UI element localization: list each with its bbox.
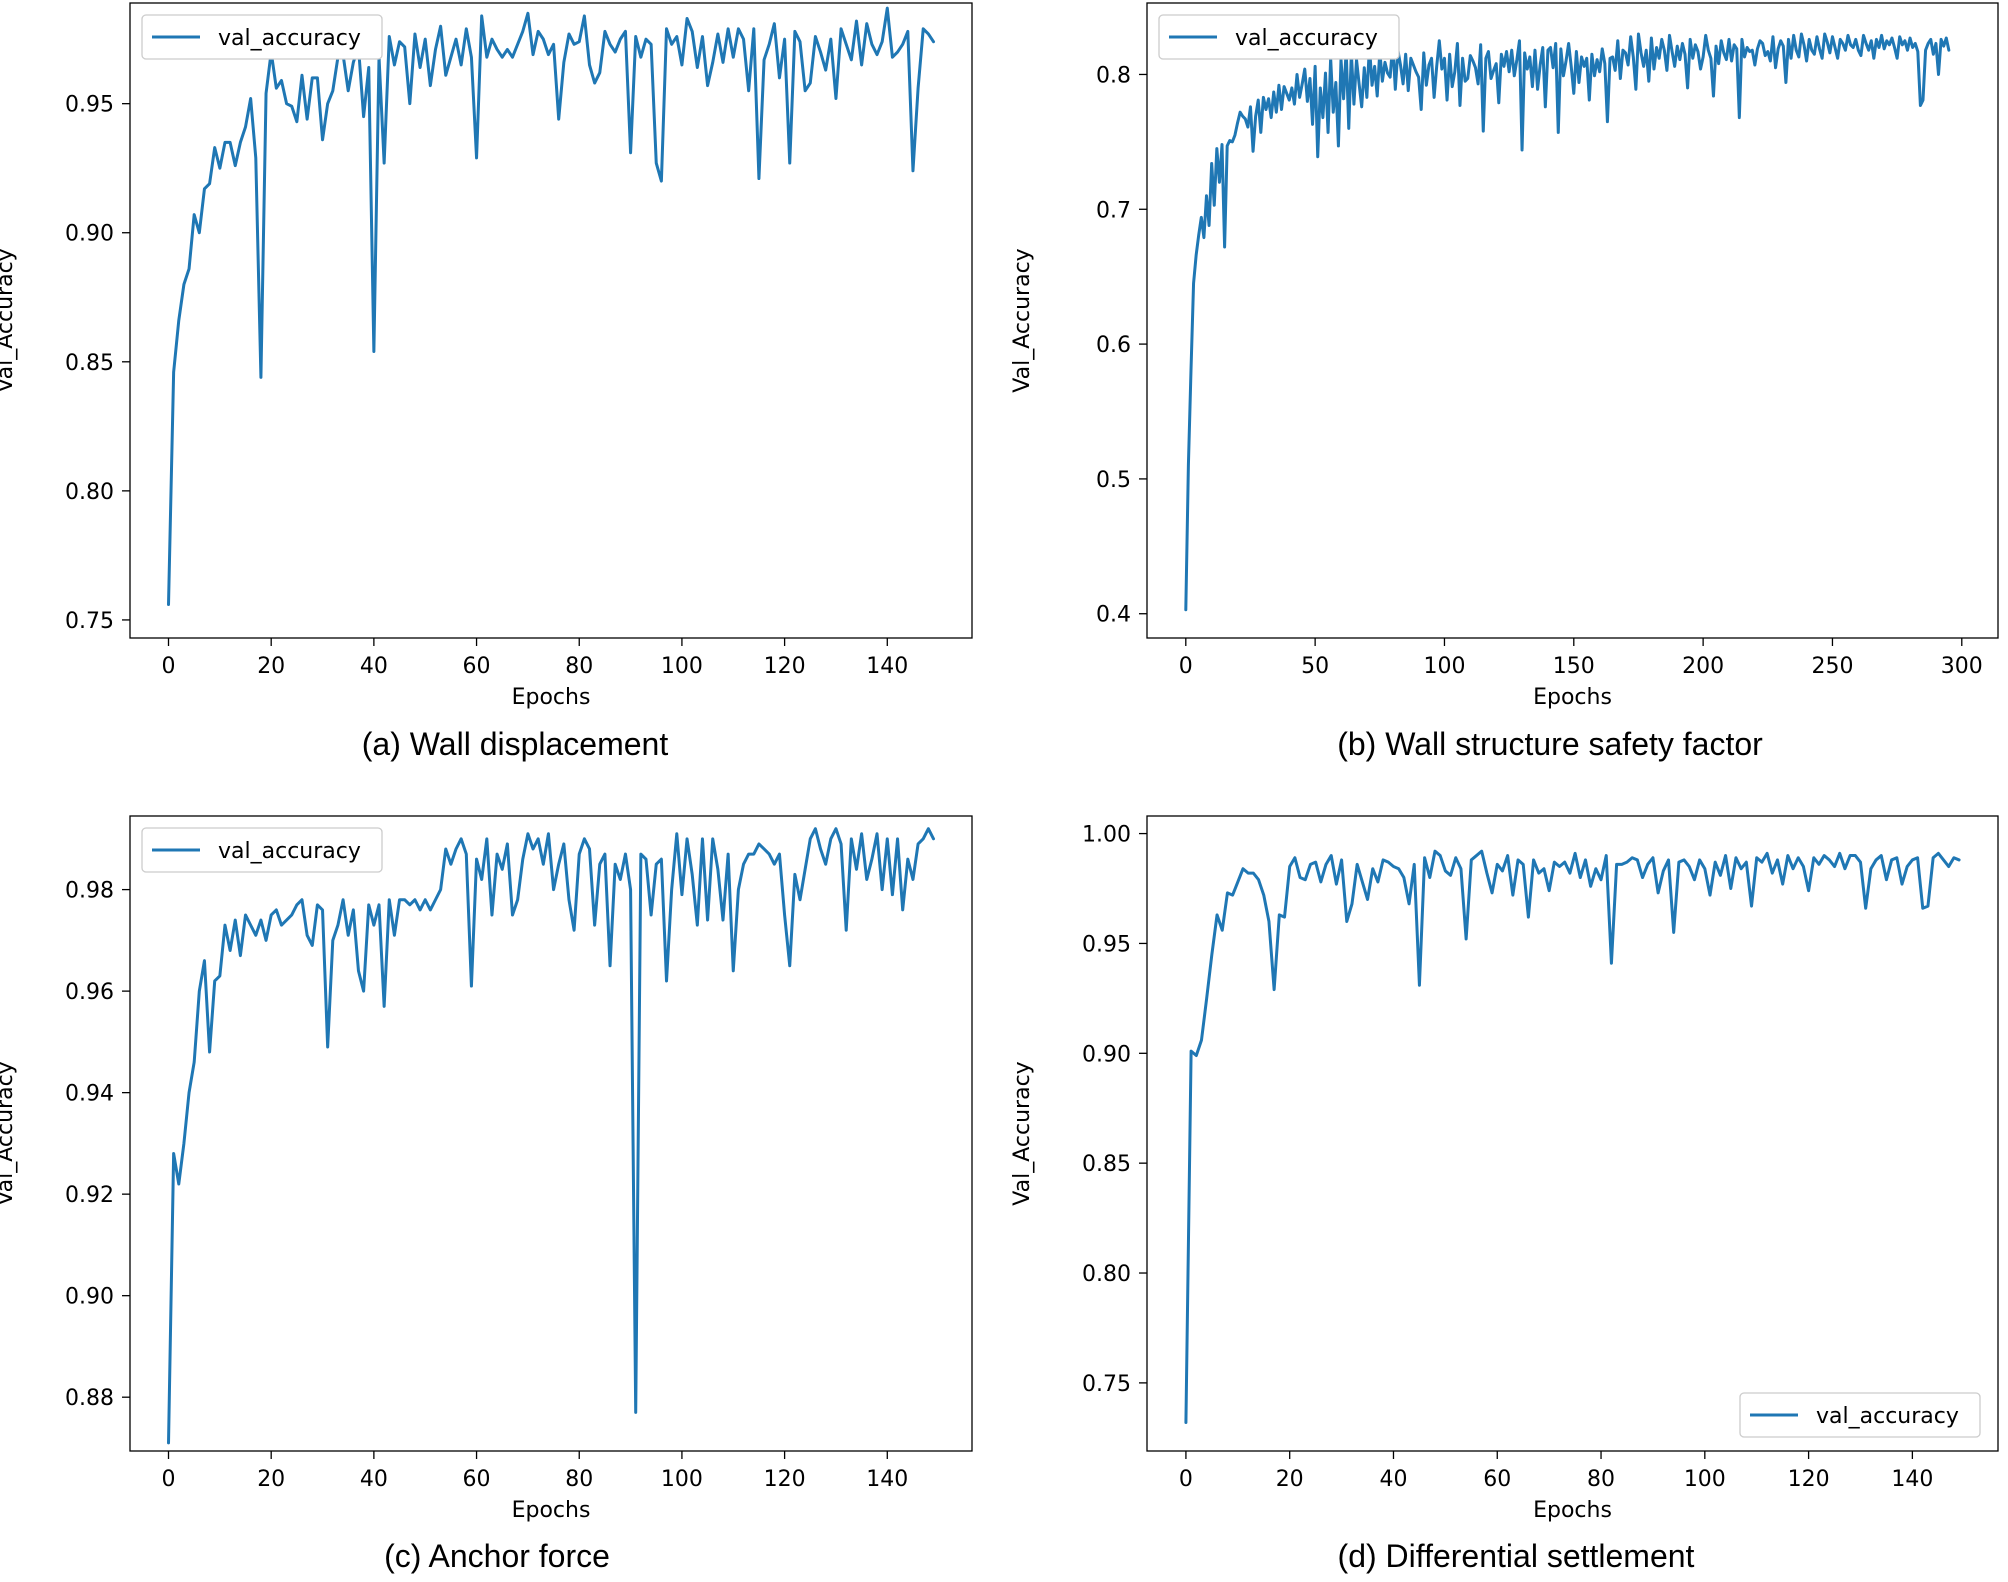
chart-panel-0: 0 20 40 60 80 100 120 140 0.75 0.80 0.85 0.90 0.95 Ep… (0, 2, 973, 762)
axes-frame (1146, 815, 1999, 1452)
y-tick-label: 0.92 (65, 1183, 114, 1208)
legend: val_accuracy (1158, 14, 1400, 60)
y-axis-label: Val_Accuracy (1010, 1061, 1035, 1205)
y-tick-label: 0.96 (65, 980, 114, 1005)
y-tick-label: 0.80 (1082, 1262, 1131, 1287)
y-tick-label: 0.75 (1082, 1372, 1131, 1397)
y-tick-label: 1.00 (1082, 823, 1131, 848)
x-tick-label: 100 (661, 1467, 703, 1492)
y-tick-label: 0.88 (65, 1386, 114, 1411)
legend-box (141, 14, 383, 60)
x-tick-label: 140 (866, 654, 908, 679)
y-tick-label: 0.5 (1096, 468, 1131, 493)
legend-box (1158, 14, 1400, 60)
x-tick-label: 300 (1941, 654, 1983, 679)
x-tick-label: 60 (463, 654, 491, 679)
chart-panel-2: 0 20 40 60 80 100 120 140 0.88 0.90 0.92 0.94 0.96 0.… (0, 815, 973, 1574)
y-tick-label: 0.85 (1082, 1152, 1131, 1177)
y-tick-label: 0.90 (1082, 1042, 1131, 1067)
legend-box (1739, 1392, 1981, 1438)
y-tick-label: 0.95 (1082, 932, 1131, 957)
x-tick-label: 140 (866, 1467, 908, 1492)
x-tick-label: 20 (1276, 1467, 1304, 1492)
legend: val_accuracy (1739, 1392, 1981, 1438)
y-tick-label: 0.4 (1096, 603, 1131, 628)
x-tick-label: 40 (360, 1467, 388, 1492)
y-tick-label: 0.94 (65, 1082, 114, 1107)
panel-caption: (d) Differential settlement (1338, 1538, 1695, 1574)
y-tick-label: 0.8 (1096, 63, 1131, 88)
chart-panel-3: 0 20 40 60 80 100 120 140 0.75 0.80 0.85 0.90 0.95 1.… (1010, 815, 1999, 1574)
x-tick-label: 60 (1483, 1467, 1511, 1492)
x-tick-label: 40 (360, 654, 388, 679)
legend-label: val_accuracy (1235, 26, 1378, 51)
series-line-0-0 (167, 6, 935, 606)
x-axis-label: Epochs (1533, 1498, 1612, 1523)
x-tick-label: 200 (1682, 654, 1724, 679)
series-line-1-0 (1184, 32, 1951, 612)
x-tick-label: 20 (257, 1467, 285, 1492)
y-tick-label: 0.98 (65, 879, 114, 904)
x-tick-label: 120 (764, 1467, 806, 1492)
panel-caption: (b) Wall structure safety factor (1337, 726, 1763, 762)
y-axis-label: Val_Accuracy (1010, 248, 1035, 392)
x-tick-label: 0 (1179, 1467, 1193, 1492)
x-tick-label: 150 (1553, 654, 1595, 679)
panel-caption: (c) Anchor force (384, 1538, 610, 1574)
x-tick-label: 40 (1379, 1467, 1407, 1492)
x-tick-label: 100 (1423, 654, 1465, 679)
x-tick-label: 0 (162, 1467, 176, 1492)
x-tick-label: 20 (257, 654, 285, 679)
x-tick-label: 0 (1179, 654, 1193, 679)
legend-box (141, 827, 383, 873)
y-tick-label: 0.95 (65, 93, 114, 118)
y-tick-label: 0.85 (65, 351, 114, 376)
x-axis-label: Epochs (512, 685, 591, 710)
panel-caption: (a) Wall displacement (362, 726, 669, 762)
y-tick-label: 0.75 (65, 609, 114, 634)
x-tick-label: 80 (1587, 1467, 1615, 1492)
x-tick-label: 60 (463, 1467, 491, 1492)
axes-frame (1146, 2, 1999, 639)
y-tick-label: 0.90 (65, 222, 114, 247)
legend-label: val_accuracy (1816, 1404, 1959, 1429)
series-line-3-0 (1184, 849, 1961, 1424)
y-tick-label: 0.90 (65, 1285, 114, 1310)
y-tick-label: 0.7 (1096, 198, 1131, 223)
x-tick-label: 80 (565, 654, 593, 679)
x-tick-label: 0 (162, 654, 176, 679)
legend: val_accuracy (141, 14, 383, 60)
series-line-2-0 (167, 827, 935, 1445)
y-axis-label: Val_Accuracy (0, 248, 18, 392)
x-axis-label: Epochs (512, 1498, 591, 1523)
x-tick-label: 100 (661, 654, 703, 679)
chart-panel-1: 0 50 100 150 200 250 300 0.4 0.5 0.6 0.7 0.8 Epochs V… (1010, 2, 1999, 762)
x-tick-label: 80 (565, 1467, 593, 1492)
legend: val_accuracy (141, 827, 383, 873)
legend-label: val_accuracy (218, 839, 361, 864)
x-tick-label: 120 (1788, 1467, 1830, 1492)
x-tick-label: 120 (764, 654, 806, 679)
axes-frame (129, 815, 973, 1452)
y-tick-label: 0.80 (65, 480, 114, 505)
x-tick-label: 140 (1891, 1467, 1933, 1492)
x-tick-label: 50 (1301, 654, 1329, 679)
legend-label: val_accuracy (218, 26, 361, 51)
axes-frame (129, 2, 973, 639)
x-axis-label: Epochs (1533, 685, 1612, 710)
x-tick-label: 250 (1811, 654, 1853, 679)
x-tick-label: 100 (1684, 1467, 1726, 1492)
y-tick-label: 0.6 (1096, 333, 1131, 358)
y-axis-label: Val_Accuracy (0, 1061, 18, 1205)
